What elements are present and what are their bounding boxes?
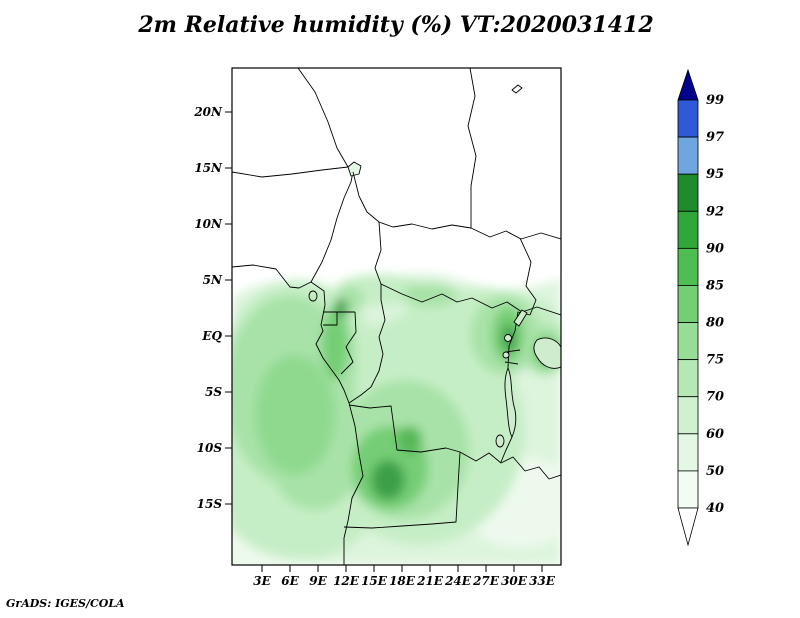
lake-victoria bbox=[533, 337, 561, 369]
colorbar-tick-label: 70 bbox=[706, 390, 724, 405]
lake-edward bbox=[504, 334, 512, 342]
island-bioko bbox=[308, 290, 318, 302]
colorbar-tick-label: 95 bbox=[706, 167, 724, 182]
plot-frame bbox=[231, 67, 562, 566]
colorbar-tick-label: 40 bbox=[706, 501, 724, 516]
colorbar-segment bbox=[677, 396, 699, 435]
colorbar-tick-label: 50 bbox=[706, 464, 724, 479]
wadi-mark bbox=[511, 84, 523, 94]
y-axis-tick-label: 10N bbox=[194, 217, 223, 231]
colorbar-segment bbox=[677, 173, 699, 212]
lake-tanganyika bbox=[504, 367, 517, 438]
x-axis-tick-label: 6E bbox=[281, 574, 299, 588]
colorbar-segment bbox=[677, 210, 699, 249]
y-axis-tick-label: 5N bbox=[203, 273, 223, 287]
lake-albert bbox=[513, 309, 528, 327]
y-axis-labels: 20N 15N 10N 5N EQ 5S 10S 15S bbox=[193, 105, 223, 511]
colorbar-segment bbox=[677, 99, 699, 138]
y-axis-tick-label: 15N bbox=[194, 161, 223, 175]
colorbar-segment bbox=[677, 433, 699, 472]
x-axis-tick-label: 30E bbox=[501, 574, 528, 588]
x-axis-ticks bbox=[261, 565, 543, 572]
y-axis-tick-label: 5S bbox=[205, 385, 222, 399]
lake-kivu bbox=[502, 351, 510, 359]
x-axis-tick-label: 24E bbox=[444, 574, 472, 588]
coastline bbox=[232, 264, 364, 565]
colorbar-segment bbox=[677, 470, 699, 509]
colorbar-tick-label: 99 bbox=[706, 93, 724, 108]
x-axis-tick-label: 18E bbox=[389, 574, 416, 588]
y-axis-tick-label: 15S bbox=[197, 497, 223, 511]
x-axis-tick-label: 3E bbox=[253, 574, 271, 588]
colorbar-tick-label: 97 bbox=[706, 130, 724, 145]
colorbar-tick-label: 90 bbox=[706, 241, 724, 256]
colorbar-tick-label: 92 bbox=[706, 204, 724, 219]
colorbar-segment bbox=[677, 136, 699, 175]
colorbar-tick-label: 85 bbox=[706, 278, 724, 293]
x-axis-labels: 3E 6E 9E 12E 15E 18E 21E 24E 27E 30E 33E bbox=[253, 574, 556, 588]
x-axis-tick-label: 9E bbox=[309, 574, 327, 588]
y-axis-ticks bbox=[225, 111, 232, 505]
x-axis-tick-label: 12E bbox=[333, 574, 360, 588]
colorbar-segment bbox=[677, 359, 699, 398]
plot-title: 2m Relative humidity (%) VT:2020031412 bbox=[138, 12, 654, 38]
colorbar-tick-label: 75 bbox=[706, 353, 724, 368]
country-borders bbox=[232, 68, 561, 565]
y-axis-tick-label: EQ bbox=[201, 329, 222, 343]
credit-text: GrADS: IGES/COLA bbox=[6, 597, 125, 610]
colorbar-top-arrow bbox=[677, 68, 699, 101]
humidity-shading bbox=[232, 68, 561, 565]
lake-mweru bbox=[495, 434, 505, 448]
colorbar-labels: 99 97 95 92 90 85 80 75 70 60 50 40 bbox=[706, 93, 724, 516]
colorbar-bottom-arrow bbox=[677, 507, 699, 547]
lake-chad bbox=[347, 161, 362, 177]
colorbar-segment bbox=[677, 285, 699, 323]
colorbar bbox=[677, 68, 699, 547]
x-axis-tick-label: 27E bbox=[472, 574, 500, 588]
colorbar-segment bbox=[677, 322, 699, 361]
colorbar-segment bbox=[677, 247, 699, 286]
x-axis-tick-label: 21E bbox=[416, 574, 444, 588]
colorbar-tick-label: 60 bbox=[706, 427, 724, 442]
y-axis-tick-label: 20N bbox=[193, 105, 223, 119]
x-axis-tick-label: 15E bbox=[361, 574, 388, 588]
x-axis-tick-label: 33E bbox=[529, 574, 556, 588]
y-axis-tick-label: 10S bbox=[197, 441, 223, 455]
colorbar-tick-label: 80 bbox=[706, 316, 724, 331]
